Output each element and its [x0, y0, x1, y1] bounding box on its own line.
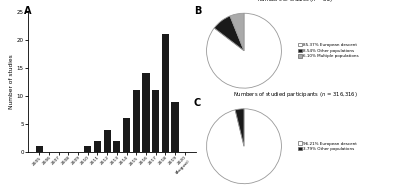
Wedge shape — [235, 109, 244, 146]
Legend: 96.21% European descent, 3.79% Other populations: 96.21% European descent, 3.79% Other pop… — [298, 141, 357, 151]
Bar — [142, 74, 150, 152]
Bar — [123, 118, 130, 152]
Bar — [94, 141, 101, 152]
Bar — [104, 130, 111, 152]
Bar — [152, 90, 159, 152]
Bar — [162, 34, 169, 152]
Bar — [133, 90, 140, 152]
Bar — [36, 146, 43, 152]
Wedge shape — [206, 13, 282, 88]
Text: C: C — [194, 98, 201, 107]
Bar — [113, 141, 120, 152]
Wedge shape — [214, 16, 244, 51]
Bar — [171, 102, 179, 152]
Legend: 85.37% European descent, 8.54% Other populations, 6.10% Multiple populations: 85.37% European descent, 8.54% Other pop… — [298, 43, 359, 58]
Wedge shape — [230, 13, 244, 51]
Text: A: A — [24, 6, 32, 16]
Title: Numbers of studied participants ($n$ = 316,316): Numbers of studied participants ($n$ = 3… — [233, 90, 358, 99]
Wedge shape — [206, 109, 282, 184]
Text: B: B — [194, 6, 201, 16]
Y-axis label: Number of studies: Number of studies — [9, 55, 14, 109]
Bar — [84, 146, 91, 152]
Title: Numbers of studies ($n$ = 82): Numbers of studies ($n$ = 82) — [257, 0, 334, 4]
